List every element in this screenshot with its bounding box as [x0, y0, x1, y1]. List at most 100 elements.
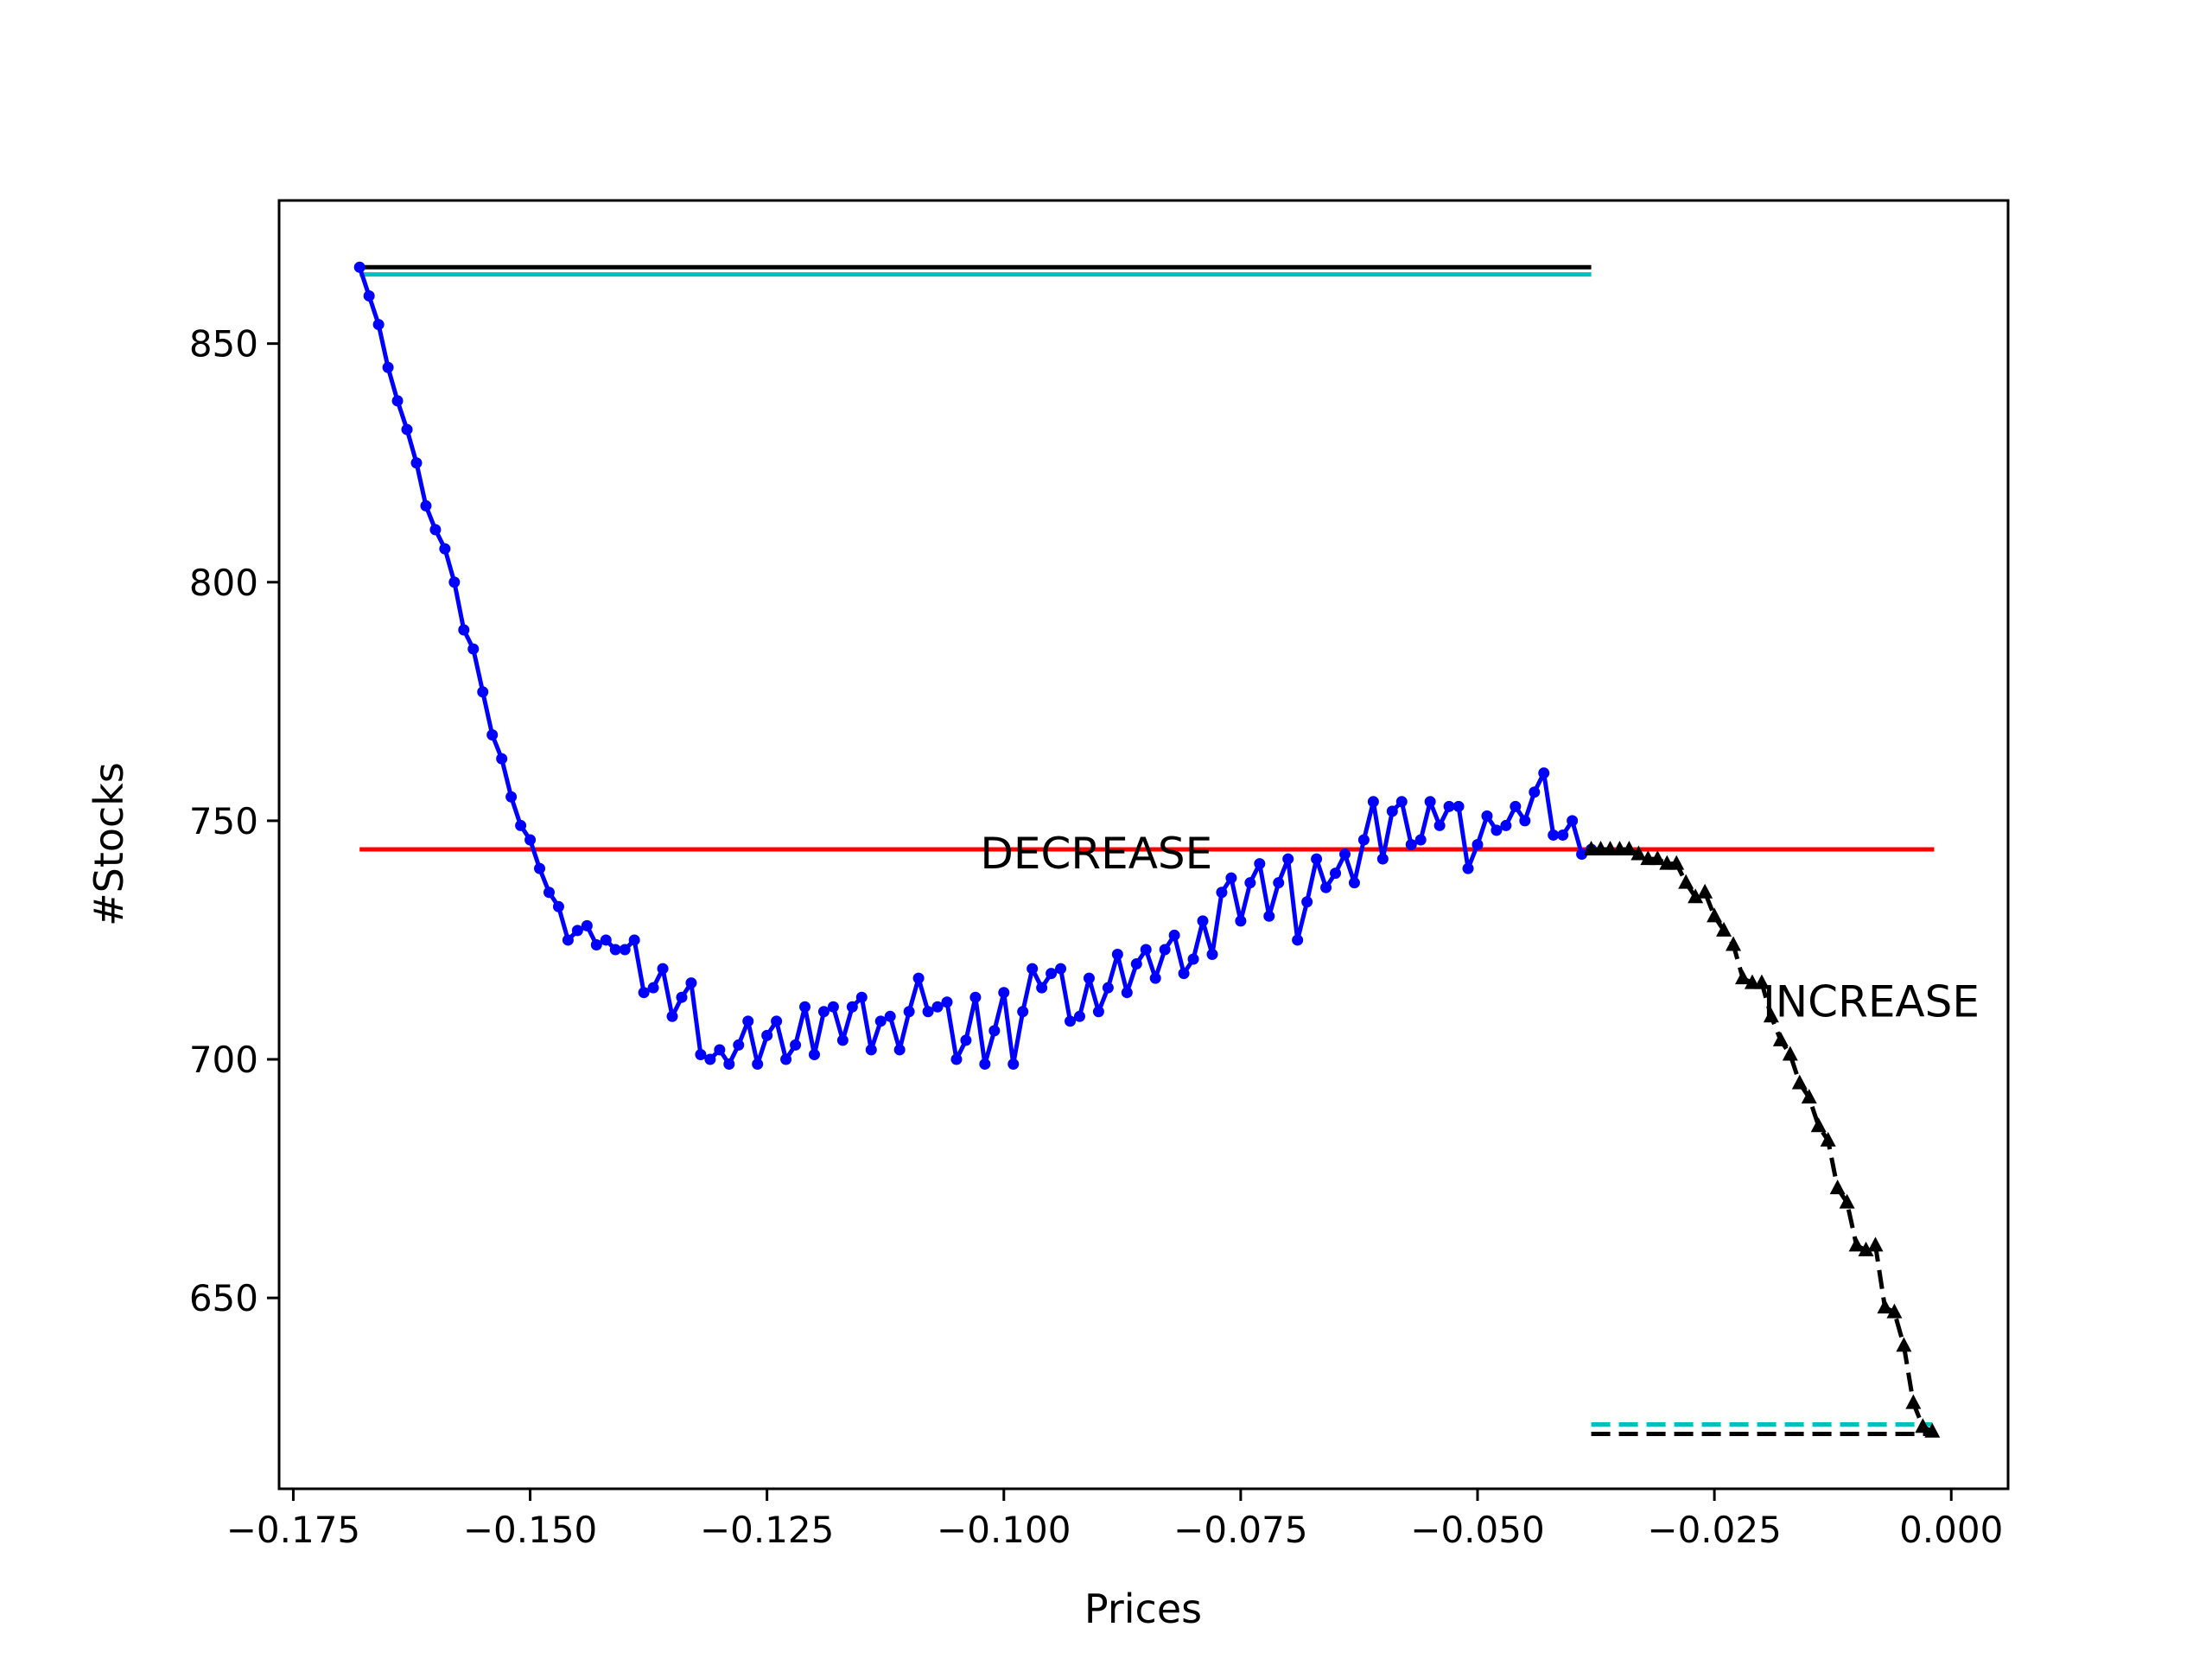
series-2-point	[1839, 1193, 1855, 1209]
series-1-point	[1557, 829, 1569, 841]
series-2-point	[1810, 1117, 1827, 1133]
series-1-point	[1292, 934, 1304, 946]
annotation-decrease: DECREASE	[980, 829, 1212, 879]
series-1-point	[960, 1034, 972, 1046]
series-1-point	[1567, 815, 1579, 827]
series-2-point	[1791, 1074, 1808, 1090]
series-1-point	[619, 944, 631, 956]
series-1-point	[1083, 972, 1095, 984]
series-1-point	[401, 423, 413, 435]
series-1-point	[1311, 853, 1323, 865]
series-1-point	[884, 1010, 896, 1022]
series-1-point	[1548, 829, 1560, 841]
series-1-point	[1538, 767, 1550, 779]
series-2-point	[1801, 1089, 1817, 1104]
series-1-point	[524, 834, 537, 846]
series-1-point	[590, 938, 602, 950]
series-1-point	[467, 643, 480, 655]
series-1-point	[1348, 877, 1360, 889]
series-2-point	[1630, 845, 1647, 861]
series-1-point	[855, 991, 868, 1003]
series-1-point	[543, 887, 555, 899]
series-1-point	[1244, 877, 1256, 889]
series-1-point	[647, 982, 659, 994]
series-1-point	[1491, 824, 1503, 836]
series-1-point	[742, 1015, 754, 1027]
series-1-point	[1254, 858, 1266, 870]
series-1-point	[391, 395, 404, 407]
series-1-point	[372, 319, 385, 331]
series-1-point	[733, 1039, 745, 1051]
series-1-point	[363, 289, 375, 302]
series-1-point	[752, 1058, 764, 1071]
series-1-point	[1386, 805, 1398, 817]
series-1-point	[1187, 953, 1199, 965]
series-1-point	[638, 987, 650, 999]
series-1-point	[439, 543, 451, 555]
series-1-point	[1225, 872, 1237, 884]
series-1-point	[903, 1006, 915, 1018]
series-1-point	[988, 1025, 1001, 1037]
series-1-point	[1216, 887, 1228, 899]
series-1-point	[817, 1006, 830, 1018]
x-tick-label: −0.075	[1173, 1509, 1307, 1551]
y-tick-label: 800	[189, 562, 258, 604]
series-1-point	[1046, 968, 1058, 980]
series-1-point	[714, 1044, 726, 1056]
series-1-point	[1036, 982, 1048, 994]
series-1-point	[420, 499, 432, 512]
series-2-point	[1688, 888, 1704, 904]
series-1-point	[562, 934, 574, 946]
series-1-point	[600, 934, 612, 946]
axes-frame	[277, 199, 2010, 1491]
series-1-point	[486, 728, 499, 741]
series-1-point	[1111, 949, 1123, 961]
series-1-point	[1576, 849, 1588, 861]
series-1-point	[1178, 968, 1190, 980]
series-1-point	[874, 1015, 887, 1027]
x-axis: −0.175 −0.150 −0.125 −0.100 −0.075 −0.050 −0.0…	[226, 1489, 2003, 1551]
series-1-point	[1320, 881, 1332, 893]
series-1-point	[1273, 877, 1285, 889]
series-2-point	[1763, 1007, 1779, 1023]
series-1-point	[808, 1048, 820, 1060]
series-1-point	[922, 1006, 934, 1018]
series-1-point	[1140, 944, 1152, 956]
series-1-point	[827, 1001, 839, 1013]
series-1-point	[723, 1058, 735, 1071]
series-1-point	[1510, 800, 1522, 812]
series-1-point	[1065, 1015, 1077, 1027]
series-1-point	[893, 1044, 906, 1056]
series-2-point	[1820, 1131, 1836, 1147]
series-1-point	[979, 1058, 991, 1071]
y-tick-label: 700	[189, 1039, 258, 1081]
series-1-point	[1263, 910, 1275, 922]
series-2-point	[1905, 1394, 1922, 1409]
series-1-point	[1433, 819, 1446, 831]
series-1-point	[666, 1010, 678, 1022]
series-1-point	[998, 987, 1010, 999]
plot-area	[353, 261, 1941, 1438]
series-2-point	[1753, 974, 1770, 989]
series-2-point	[1915, 1418, 1931, 1433]
series-1-point	[1481, 810, 1493, 822]
series-1-point	[1073, 1010, 1085, 1022]
annotations: DECREASE INCREASE	[980, 829, 1980, 1027]
y-tick-label: 750	[189, 800, 258, 842]
series-1-point	[790, 1039, 802, 1051]
series-1-point	[931, 1001, 944, 1013]
x-tick-label: −0.175	[226, 1509, 360, 1551]
series-1-point	[676, 991, 688, 1003]
series-1-point	[1282, 853, 1294, 865]
series-1-point	[581, 919, 593, 931]
series-1-point	[505, 791, 518, 803]
series-1-point	[1055, 963, 1067, 975]
series-1-point	[1017, 1006, 1029, 1018]
series-1-point	[1149, 972, 1161, 984]
series-2-point	[1669, 855, 1685, 870]
series-1-point	[628, 934, 640, 946]
series-2-point	[1726, 936, 1742, 951]
series-1-point	[780, 1053, 792, 1065]
series-1-point	[534, 862, 546, 874]
